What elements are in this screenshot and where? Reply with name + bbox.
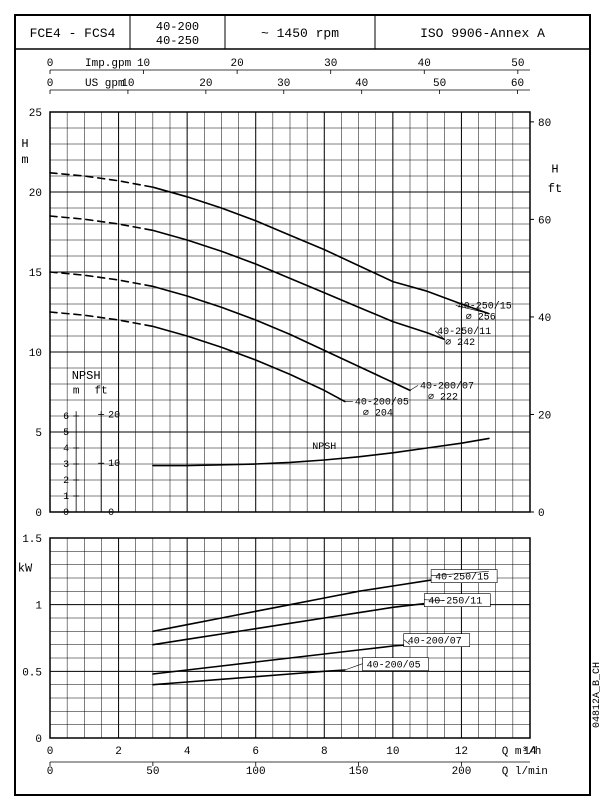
svg-text:20: 20 — [108, 410, 120, 421]
svg-text:⌀ 242: ⌀ 242 — [445, 338, 475, 349]
svg-text:NPSH: NPSH — [72, 369, 101, 383]
svg-text:2: 2 — [63, 476, 69, 487]
svg-text:60: 60 — [511, 78, 524, 90]
svg-text:kW: kW — [18, 561, 33, 575]
upper-chart: 0510152025Hm020406080Hft01020304050Imp.g… — [21, 58, 562, 520]
power-curve-40-200/05 — [153, 670, 345, 685]
svg-text:NPSH: NPSH — [312, 442, 336, 453]
svg-text:40: 40 — [418, 58, 431, 70]
svg-text:12: 12 — [455, 746, 468, 758]
svg-text:0: 0 — [47, 78, 54, 90]
header-rpm: ~ 1450 rpm — [261, 26, 339, 41]
svg-text:20: 20 — [231, 58, 244, 70]
svg-text:Q m³/h: Q m³/h — [502, 746, 542, 758]
svg-text:20: 20 — [538, 410, 551, 422]
svg-text:60: 60 — [538, 215, 551, 227]
svg-text:ft: ft — [548, 182, 562, 196]
doc-id: 04812A_B_CH — [592, 662, 603, 728]
header-standard: ISO 9906-Annex A — [420, 26, 545, 41]
svg-text:200: 200 — [452, 766, 472, 778]
curve-label-40-200/07: 40-200/07 — [420, 380, 474, 392]
svg-text:US gpm: US gpm — [85, 78, 125, 90]
svg-text:40: 40 — [538, 313, 551, 325]
svg-text:0.5: 0.5 — [22, 667, 42, 679]
svg-text:0: 0 — [538, 508, 545, 520]
power-label-40-250/11: 40-250/11 — [428, 596, 482, 608]
header-size-a: 40-200 — [156, 20, 199, 34]
svg-text:5: 5 — [63, 428, 69, 439]
svg-text:2: 2 — [115, 746, 122, 758]
svg-text:5: 5 — [35, 428, 42, 440]
svg-text:25: 25 — [29, 108, 42, 120]
svg-text:8: 8 — [321, 746, 328, 758]
curve-label-40-200/05: 40-200/05 — [355, 396, 409, 408]
svg-text:0: 0 — [108, 508, 114, 519]
power-label-40-200/07: 40-200/07 — [408, 636, 462, 648]
svg-text:15: 15 — [29, 268, 42, 280]
svg-text:4: 4 — [63, 444, 69, 455]
svg-text:10: 10 — [29, 348, 42, 360]
curve-40-200/05 — [153, 326, 345, 401]
svg-text:6: 6 — [252, 746, 259, 758]
svg-text:6: 6 — [63, 412, 69, 423]
svg-text:0: 0 — [35, 508, 42, 520]
svg-text:40: 40 — [355, 78, 368, 90]
svg-text:20: 20 — [199, 78, 212, 90]
header-model: FCE4 - FCS4 — [30, 26, 116, 41]
curve-40-200/07 — [153, 286, 410, 390]
svg-text:10: 10 — [137, 58, 150, 70]
svg-text:30: 30 — [324, 58, 337, 70]
svg-text:50: 50 — [433, 78, 446, 90]
svg-text:m: m — [21, 153, 28, 167]
svg-text:Imp.gpm: Imp.gpm — [85, 58, 132, 70]
svg-text:50: 50 — [511, 58, 524, 70]
svg-text:0: 0 — [35, 734, 42, 746]
svg-text:1: 1 — [63, 492, 69, 503]
svg-text:⌀ 222: ⌀ 222 — [428, 392, 458, 403]
svg-text:Q l/min: Q l/min — [502, 766, 548, 778]
svg-text:H: H — [551, 163, 558, 177]
curve-40-250/15 — [153, 187, 489, 313]
svg-text:3: 3 — [63, 460, 69, 471]
svg-text:100: 100 — [246, 766, 266, 778]
svg-text:4: 4 — [184, 746, 191, 758]
svg-text:0: 0 — [47, 766, 54, 778]
lower-chart: 00.511.5kW02468101214Q m³/h050100150200Q… — [18, 534, 548, 778]
curve-label-40-250/11: 40-250/11 — [437, 326, 491, 338]
svg-text:0: 0 — [47, 746, 54, 758]
svg-text:0: 0 — [47, 58, 54, 70]
svg-text:⌀ 256: ⌀ 256 — [466, 312, 496, 323]
svg-text:m: m — [73, 386, 80, 398]
svg-text:10: 10 — [386, 746, 399, 758]
svg-text:150: 150 — [349, 766, 369, 778]
curve-label-40-250/15: 40-250/15 — [458, 300, 512, 312]
power-label-40-200/05: 40-200/05 — [367, 660, 421, 672]
svg-text:0: 0 — [63, 508, 69, 519]
svg-text:10: 10 — [108, 459, 120, 470]
svg-text:1.5: 1.5 — [22, 534, 42, 546]
svg-text:⌀ 204: ⌀ 204 — [363, 408, 393, 419]
svg-text:ft: ft — [95, 386, 108, 398]
svg-text:20: 20 — [29, 188, 42, 200]
svg-text:1: 1 — [35, 601, 42, 613]
svg-text:H: H — [21, 137, 28, 151]
svg-text:50: 50 — [146, 766, 159, 778]
svg-text:30: 30 — [277, 78, 290, 90]
svg-text:80: 80 — [538, 118, 551, 130]
header-size-b: 40-250 — [156, 34, 199, 48]
curve-40-250/11 — [153, 230, 444, 339]
